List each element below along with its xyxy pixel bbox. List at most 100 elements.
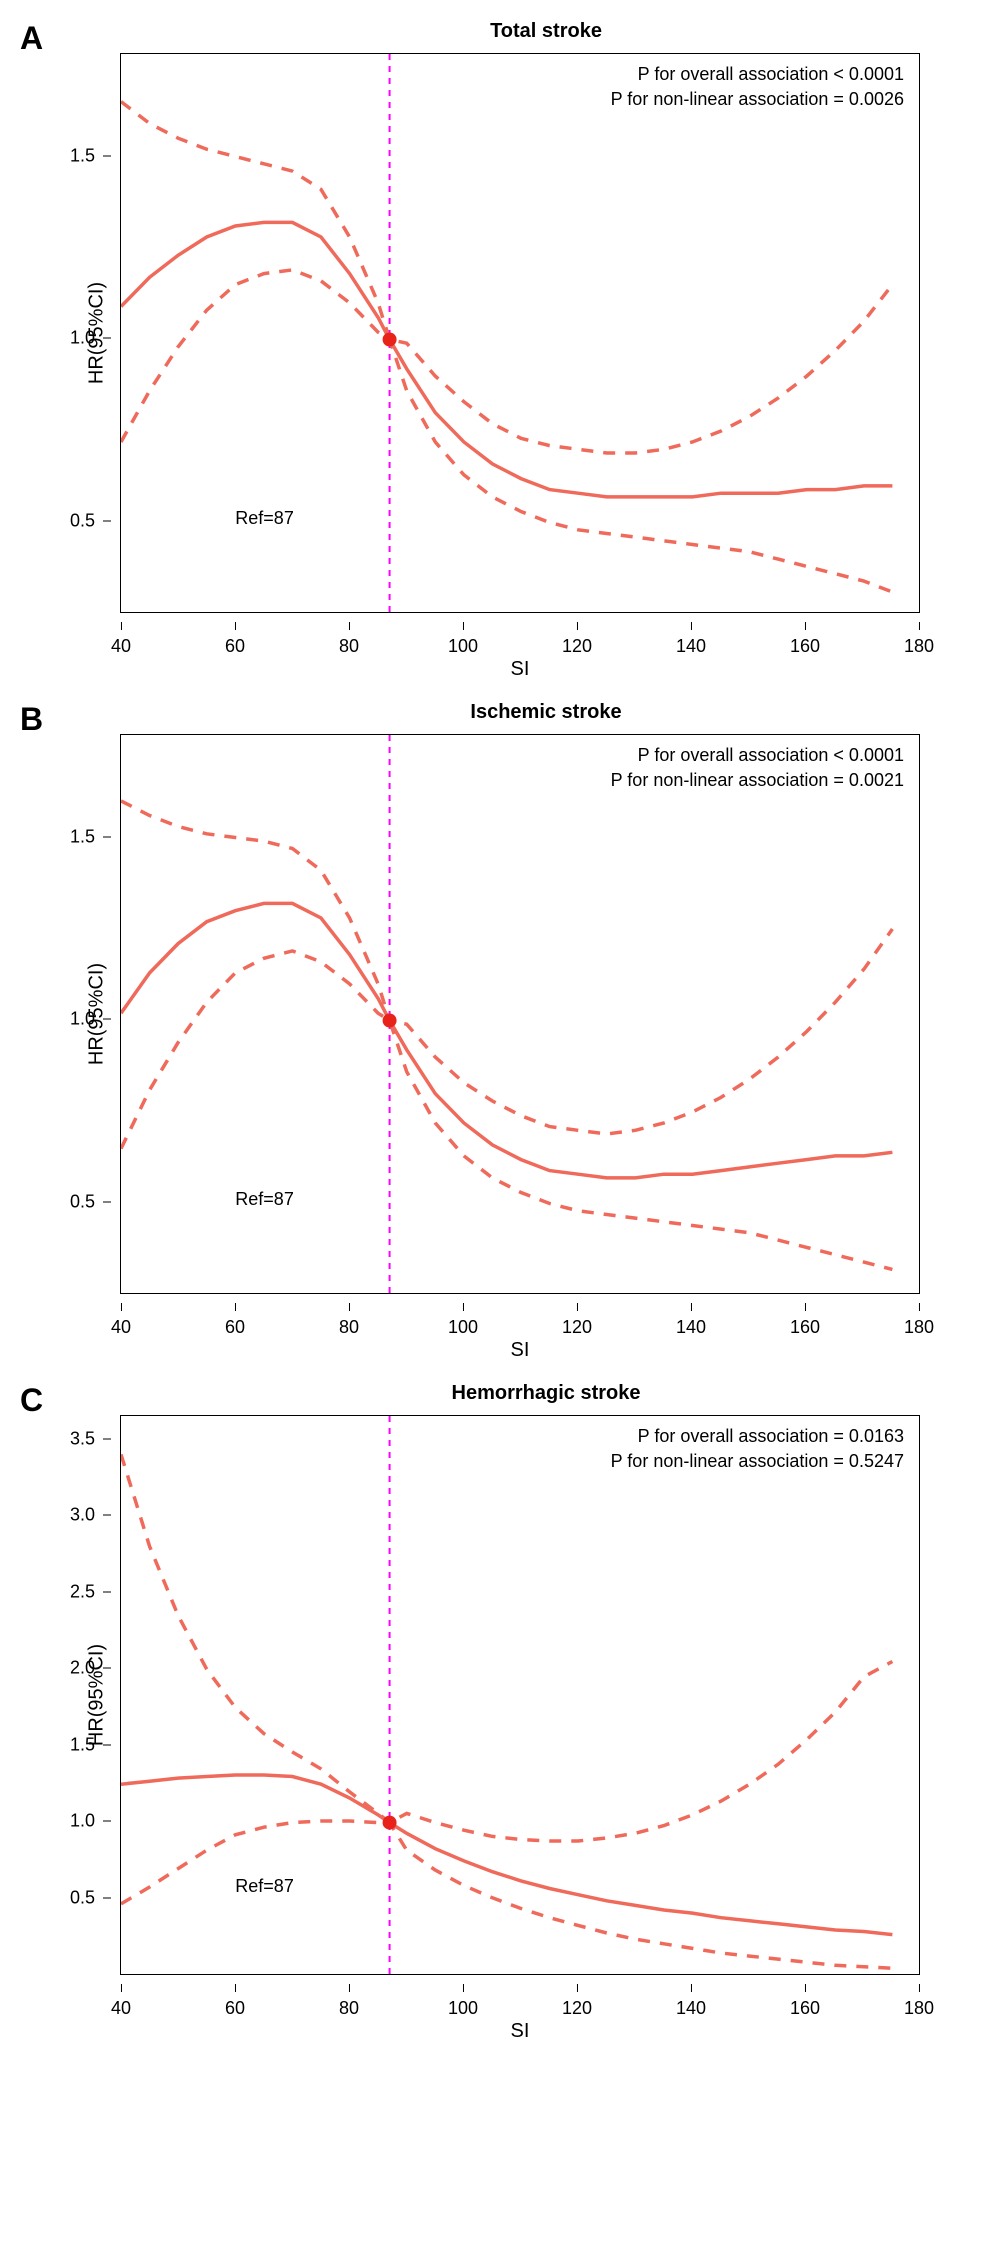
x-tick-mark	[918, 622, 919, 630]
x-tick-mark	[804, 622, 805, 630]
plot-wrapper: 0.51.01.52.02.53.03.54060801001201401601…	[120, 1415, 972, 2043]
y-tick: 1.0	[70, 1811, 111, 1832]
x-tick-mark	[349, 622, 350, 630]
x-tick: 160	[790, 1303, 820, 1338]
x-tick: 80	[339, 1984, 359, 2019]
x-tick-mark	[918, 1303, 919, 1311]
y-tick-label: 0.5	[70, 1887, 95, 1908]
chart-svg	[121, 54, 921, 614]
y-tick: 2.5	[70, 1581, 111, 1602]
x-tick: 140	[676, 1984, 706, 2019]
x-tick: 40	[111, 1984, 131, 2019]
x-tick: 100	[448, 1984, 478, 2019]
y-tick: 1.5	[70, 146, 111, 167]
x-tick-label: 120	[562, 1998, 592, 2019]
p-overall-text: P for overall association = 0.0163	[638, 1426, 904, 1447]
x-tick-label: 80	[339, 1998, 359, 2019]
y-tick-label: 1.5	[70, 146, 95, 167]
y-axis-label: HR(95%CI)	[86, 1644, 109, 1746]
y-tick-label: 3.0	[70, 1505, 95, 1526]
x-tick-mark	[576, 622, 577, 630]
x-tick: 40	[111, 622, 131, 657]
x-tick-label: 140	[676, 1317, 706, 1338]
x-tick-label: 120	[562, 636, 592, 657]
y-tick: 0.5	[70, 510, 111, 531]
ref-label: Ref=87	[235, 508, 294, 529]
x-tick-label: 120	[562, 1317, 592, 1338]
y-tick-mark	[103, 1201, 111, 1202]
upper-ci-curve	[121, 801, 892, 1134]
x-tick-mark	[804, 1303, 805, 1311]
x-tick-mark	[462, 622, 463, 630]
y-tick-label: 1.0	[70, 1811, 95, 1832]
x-tick-label: 60	[225, 1998, 245, 2019]
x-tick-mark	[576, 1984, 577, 1992]
y-tick-label: 0.5	[70, 1191, 95, 1212]
x-tick-mark	[462, 1984, 463, 1992]
y-tick-label: 0.5	[70, 510, 95, 531]
x-tick-label: 40	[111, 636, 131, 657]
x-tick-label: 100	[448, 636, 478, 657]
p-nonlinear-text: P for non-linear association = 0.0026	[611, 89, 904, 110]
x-tick: 140	[676, 622, 706, 657]
x-tick-label: 180	[904, 1998, 934, 2019]
y-tick: 3.0	[70, 1505, 111, 1526]
ref-label: Ref=87	[235, 1876, 294, 1897]
x-tick-label: 60	[225, 636, 245, 657]
ref-label: Ref=87	[235, 1189, 294, 1210]
panel-label: B	[20, 701, 43, 738]
p-nonlinear-text: P for non-linear association = 0.5247	[611, 1451, 904, 1472]
plot-area: 0.51.01.5406080100120140160180HR(95%CI)P…	[120, 53, 920, 613]
x-tick-mark	[121, 1303, 122, 1311]
x-tick-mark	[690, 1984, 691, 1992]
y-tick: 1.5	[70, 827, 111, 848]
x-tick: 120	[562, 1303, 592, 1338]
y-tick-label: 2.5	[70, 1581, 95, 1602]
reference-point	[383, 332, 397, 346]
x-axis-label: SI	[120, 658, 920, 681]
x-tick-mark	[349, 1984, 350, 1992]
y-tick-mark	[103, 520, 111, 521]
panel-title: Total stroke	[120, 20, 972, 43]
y-tick-mark	[103, 837, 111, 838]
x-tick-label: 180	[904, 636, 934, 657]
upper-ci-curve	[121, 102, 892, 453]
x-tick-mark	[235, 622, 236, 630]
x-tick-mark	[121, 622, 122, 630]
p-nonlinear-text: P for non-linear association = 0.0021	[611, 770, 904, 791]
y-tick: 3.5	[70, 1428, 111, 1449]
x-tick-label: 80	[339, 636, 359, 657]
x-tick: 60	[225, 1303, 245, 1338]
x-tick: 60	[225, 1984, 245, 2019]
reference-point	[383, 1013, 397, 1027]
y-tick-mark	[103, 1897, 111, 1898]
x-tick-label: 80	[339, 1317, 359, 1338]
x-tick-mark	[804, 1984, 805, 1992]
plot-wrapper: 0.51.01.5406080100120140160180HR(95%CI)P…	[120, 53, 972, 681]
chart-svg	[121, 735, 921, 1295]
y-tick-mark	[103, 1515, 111, 1516]
x-tick-mark	[690, 1303, 691, 1311]
reference-point	[383, 1816, 397, 1830]
x-tick-label: 100	[448, 1998, 478, 2019]
x-tick-mark	[462, 1303, 463, 1311]
y-tick-mark	[103, 1438, 111, 1439]
x-tick: 120	[562, 1984, 592, 2019]
x-tick: 120	[562, 622, 592, 657]
x-tick: 140	[676, 1303, 706, 1338]
x-tick: 60	[225, 622, 245, 657]
x-tick-label: 60	[225, 1317, 245, 1338]
plot-area: 0.51.01.52.02.53.03.54060801001201401601…	[120, 1415, 920, 1975]
x-tick: 100	[448, 622, 478, 657]
x-tick: 180	[904, 622, 934, 657]
p-overall-text: P for overall association < 0.0001	[638, 745, 904, 766]
y-tick: 0.5	[70, 1191, 111, 1212]
y-tick: 0.5	[70, 1887, 111, 1908]
hr-curve	[121, 222, 892, 497]
x-tick-label: 140	[676, 636, 706, 657]
x-tick-mark	[918, 1984, 919, 1992]
x-tick: 100	[448, 1303, 478, 1338]
x-tick-mark	[576, 1303, 577, 1311]
plot-wrapper: 0.51.01.5406080100120140160180HR(95%CI)P…	[120, 734, 972, 1362]
y-tick-mark	[103, 156, 111, 157]
